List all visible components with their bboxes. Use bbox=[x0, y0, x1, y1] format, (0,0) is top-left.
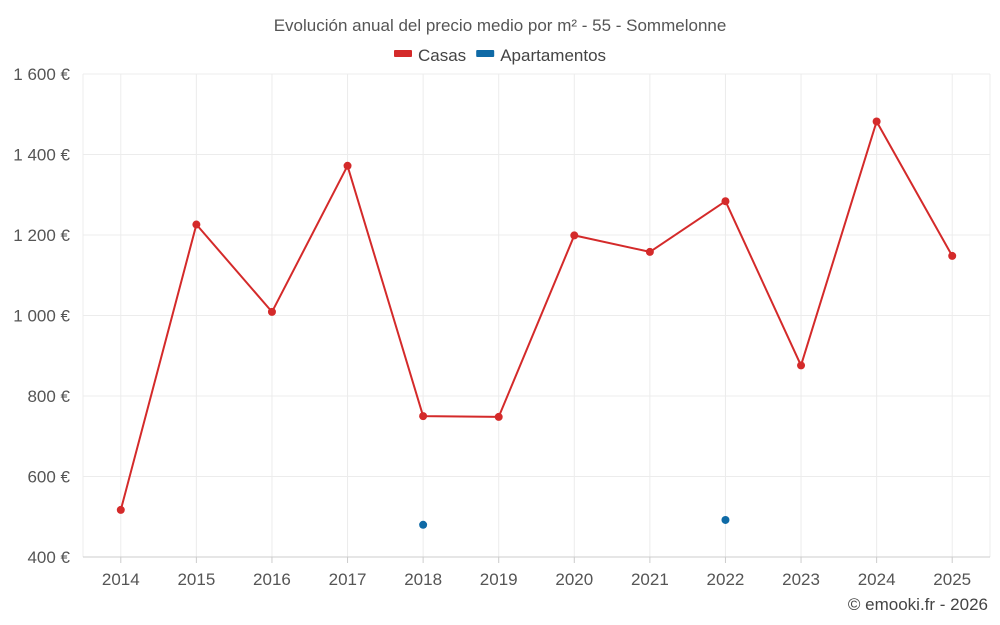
x-tick-label: 2015 bbox=[177, 570, 215, 589]
data-point-casas bbox=[948, 251, 957, 260]
x-tick-label: 2018 bbox=[404, 570, 442, 589]
data-point-casas bbox=[721, 197, 730, 206]
data-point-casas bbox=[797, 361, 806, 370]
x-tick-label: 2019 bbox=[480, 570, 518, 589]
y-tick-label: 400 € bbox=[27, 548, 70, 567]
legend-item: Casas bbox=[394, 46, 466, 65]
grid bbox=[82, 73, 991, 557]
legend: Casas Apartamentos bbox=[394, 46, 606, 65]
legend-label: Casas bbox=[418, 46, 466, 65]
x-tick-label: 2016 bbox=[253, 570, 291, 589]
y-tick-label: 1 400 € bbox=[13, 146, 70, 165]
data-point-casas bbox=[419, 412, 428, 421]
data-point-casas bbox=[494, 412, 503, 421]
x-axis: 2014 2015 2016 2017 2018 2019 2020 2021 2022 2023… bbox=[83, 556, 990, 589]
data-point-casas bbox=[872, 117, 881, 126]
credit-text: © emooki.fr - 2026 bbox=[848, 595, 988, 614]
y-tick-label: 1 600 € bbox=[13, 65, 70, 84]
plot-area bbox=[116, 117, 957, 529]
series-line-casas bbox=[119, 120, 954, 511]
x-tick-label: 2021 bbox=[631, 570, 669, 589]
data-point-casas bbox=[570, 231, 579, 240]
x-tick-label: 2014 bbox=[102, 570, 140, 589]
legend-item: Apartamentos bbox=[476, 46, 606, 65]
legend-swatch bbox=[476, 50, 495, 57]
y-tick-label: 1 000 € bbox=[13, 307, 70, 326]
data-point-casas bbox=[267, 307, 276, 316]
data-point-apartamentos bbox=[721, 515, 730, 524]
x-tick-label: 2020 bbox=[555, 570, 593, 589]
data-point-apartamentos bbox=[419, 520, 428, 529]
y-tick-label: 800 € bbox=[27, 387, 70, 406]
x-tick-label: 2022 bbox=[707, 570, 745, 589]
legend-label: Apartamentos bbox=[500, 46, 606, 65]
y-tick-label: 600 € bbox=[27, 468, 70, 487]
x-tick-label: 2025 bbox=[933, 570, 971, 589]
legend-swatch bbox=[394, 50, 412, 57]
y-tick-label: 1 200 € bbox=[13, 226, 70, 245]
data-point-casas bbox=[645, 247, 654, 256]
data-point-casas bbox=[116, 505, 125, 514]
data-point-casas bbox=[343, 161, 352, 170]
x-tick-label: 2017 bbox=[329, 570, 367, 589]
y-axis: 400 € 600 € 800 € 1 000 € 1 200 € 1 400 € 1 60… bbox=[13, 65, 70, 567]
x-tick-label: 2024 bbox=[858, 570, 896, 589]
x-tick-label: 2023 bbox=[782, 570, 820, 589]
chart-title: Evolución anual del precio medio por m² … bbox=[274, 16, 727, 35]
data-point-casas bbox=[192, 220, 201, 229]
